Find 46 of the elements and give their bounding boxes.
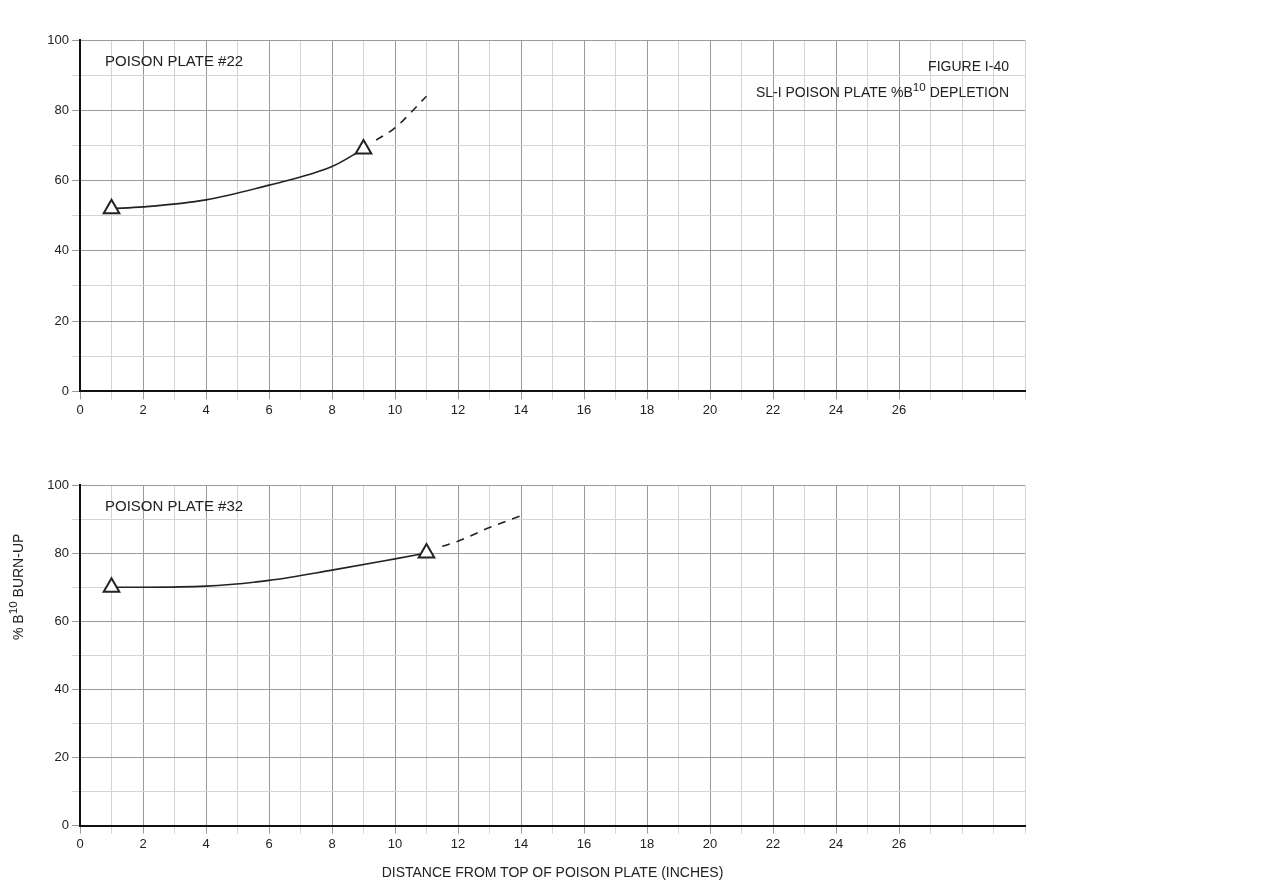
x-tick-label: 12 (450, 401, 466, 417)
x-tick-label: 14 (513, 401, 529, 417)
x-tick-label: 20 (702, 401, 718, 417)
x-tick-label: 24 (828, 401, 844, 417)
x-tick-label: 10 (387, 401, 403, 417)
x-tick-label: 18 (639, 401, 655, 417)
x-tick-label: 18 (639, 835, 655, 851)
x-tick-label: 6 (265, 835, 273, 851)
x-tick-label: 20 (702, 835, 718, 851)
text: SL-I POISON PLATE %B$^{10}$ DEPLETION (755, 80, 1009, 100)
x-tick-label: 16 (576, 835, 592, 851)
x-tick-label: 22 (765, 835, 781, 851)
x-axis-title: DISTANCE FROM TOP OF POISON PLATE (INCHES) (381, 864, 724, 881)
x-tick-label: 26 (891, 835, 907, 851)
x-tick-label: 4 (202, 835, 210, 851)
y-tick-label: 40 (54, 680, 69, 696)
x-tick-label: 22 (765, 401, 781, 417)
y-tick-label: 100 (47, 31, 69, 47)
x-tick-label: 8 (328, 835, 336, 851)
y-tick-label: 100 (47, 476, 69, 492)
text: FIGURE I-40 (928, 58, 1009, 74)
x-tick-label: 26 (891, 401, 907, 417)
y-tick-label: 60 (54, 172, 69, 188)
x-tick-label: 6 (265, 401, 273, 417)
x-tick-label: 2 (139, 835, 147, 851)
y-tick-label: 20 (54, 312, 69, 328)
y-tick-label: 0 (61, 382, 69, 398)
y-tick-label: 80 (54, 101, 69, 117)
x-tick-label: 24 (828, 835, 844, 851)
x-tick-label: 10 (387, 835, 403, 851)
y-tick-label: 80 (54, 544, 69, 560)
x-tick-label: 12 (450, 835, 466, 851)
x-tick-label: 0 (76, 401, 84, 417)
y-tick-label: 0 (61, 817, 69, 833)
y-tick-label: 20 (54, 749, 69, 765)
line-series (441, 514, 522, 548)
y-tick-label: 60 (54, 612, 69, 628)
x-tick-label: 8 (328, 401, 336, 417)
x-tick-label: 0 (76, 835, 84, 851)
y-tick-label: 40 (54, 242, 69, 258)
x-tick-label: 16 (576, 401, 592, 417)
x-tick-label: 4 (202, 401, 210, 417)
annotation: POISON PLATE #32 (105, 497, 244, 515)
x-tick-label: 14 (513, 835, 529, 851)
x-tick-label: 2 (139, 401, 147, 417)
annotation: POISON PLATE #22 (105, 52, 244, 70)
